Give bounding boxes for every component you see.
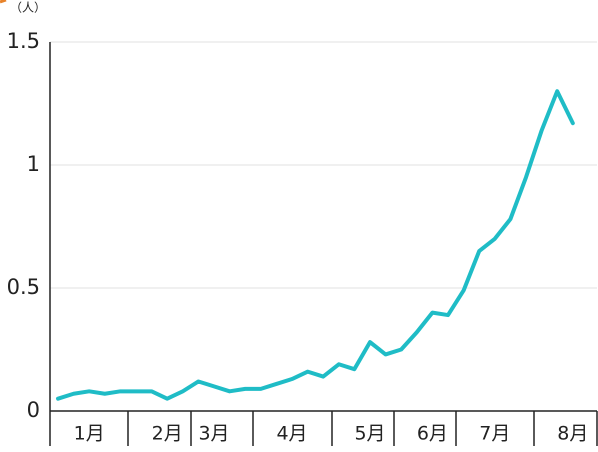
- x-tick-label: 1月: [74, 423, 105, 445]
- y-tick-label: 0: [27, 398, 40, 422]
- data-line: [56, 89, 575, 401]
- x-tick-label: 6月: [417, 423, 448, 445]
- x-tick-label: 5月: [354, 423, 385, 445]
- x-tick-label: 3月: [198, 423, 229, 445]
- month-separators: [127, 411, 598, 446]
- x-tick-label: 8月: [557, 423, 588, 445]
- x-tick-label: 4月: [276, 423, 307, 445]
- x-tick-label: 2月: [152, 423, 183, 445]
- x-tick-label: 7月: [479, 423, 510, 445]
- y-tick-label: 1.5: [7, 29, 40, 53]
- y-axis-label: （人）: [10, 1, 46, 15]
- y-tick-label: 0.5: [7, 275, 40, 299]
- corner-mark: [0, 0, 7, 4]
- y-tick-label: 1: [27, 152, 40, 176]
